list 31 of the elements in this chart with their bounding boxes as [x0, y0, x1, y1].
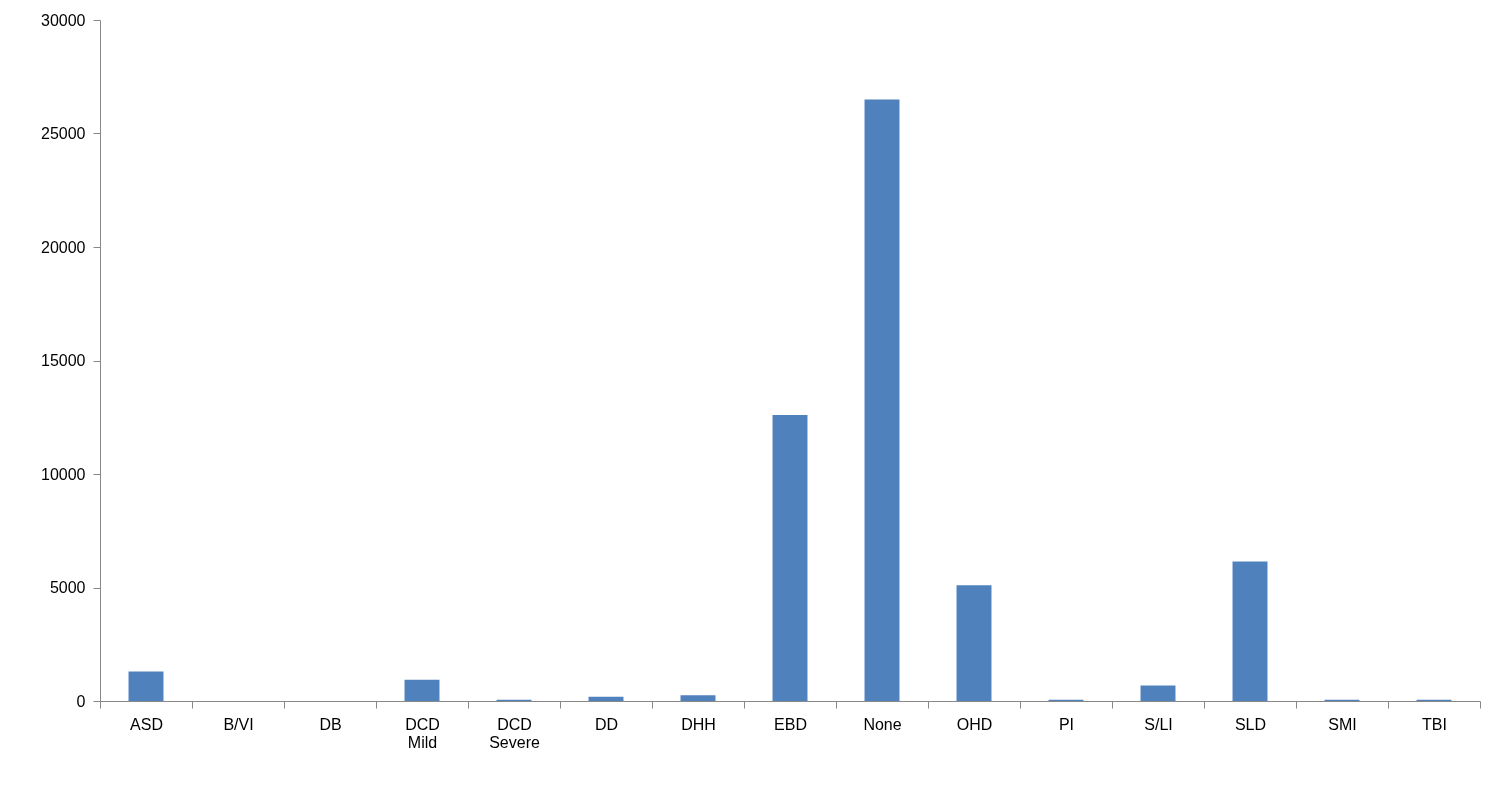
y-tick-label: 25000 [41, 125, 86, 142]
bar [772, 414, 808, 701]
y-tick-label: 10000 [41, 465, 86, 483]
x-tick-label: DB [319, 715, 342, 733]
x-tick-label: SMI [1328, 715, 1357, 733]
bar [588, 696, 624, 701]
y-tick-label: 20000 [41, 238, 86, 256]
x-tick-label: S/LI [1144, 715, 1173, 733]
y-tick-label: 30000 [41, 11, 86, 29]
x-tick-label: None [863, 715, 902, 733]
bar [956, 585, 992, 701]
x-tick-label: OHD [956, 715, 993, 733]
bar [404, 679, 440, 701]
x-tick-label: ASD [130, 715, 163, 733]
x-tick-label: DHH [681, 715, 716, 733]
x-tick-label: B/VI [223, 715, 254, 733]
x-tick-label: DD [594, 715, 619, 733]
bar [128, 671, 164, 701]
y-tick-label: 5000 [49, 579, 86, 596]
x-tick-label: DCD Severe [489, 715, 540, 751]
bar [1232, 561, 1268, 701]
x-tick-label: EBD [774, 715, 807, 733]
bar [680, 695, 716, 701]
x-tick-label: SLD [1234, 715, 1267, 733]
y-tick-label: 15000 [41, 352, 86, 369]
bar [864, 99, 900, 701]
x-tick-label: PI [1058, 715, 1075, 733]
x-tick-label: TBI [1422, 715, 1447, 733]
x-tick-label: DCD Mild [405, 715, 440, 751]
y-tick-label: 0 [76, 692, 86, 710]
bar [1140, 685, 1176, 701]
